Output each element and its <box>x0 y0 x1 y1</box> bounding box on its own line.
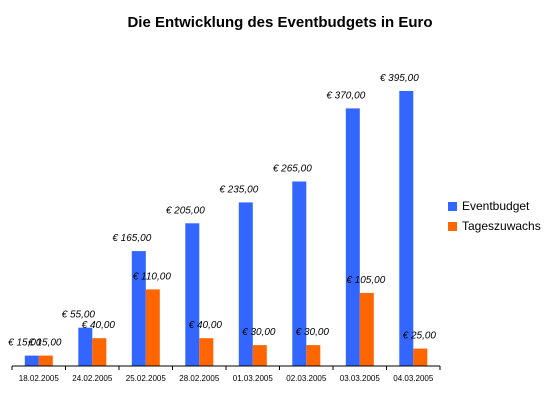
data-label-eventbudget-04-03-2005: € 395,00 <box>380 73 419 84</box>
x-ticks-layer: 18.02.2005 24.02.2005 25.02.2005 28.02.2005… <box>11 366 441 383</box>
x-tick-label-01-03-2005: 01.03.2005 <box>233 374 274 383</box>
legend-swatch-tageszuwachs <box>448 221 457 231</box>
data-label-eventbudget-18-02-2005: € 15,00 <box>8 338 42 349</box>
data-label-eventbudget-02-03-2005: € 265,00 <box>273 164 312 175</box>
bar-tageszuwachs-02-03-2005 <box>306 345 321 366</box>
bar-tageszuwachs-28-02-2005 <box>199 338 214 366</box>
bar-tageszuwachs-01-03-2005 <box>252 345 267 366</box>
x-tick-label-28-02-2005: 28.02.2005 <box>179 374 220 383</box>
data-label-tageszuwachs-25-02-2005: € 110,00 <box>133 271 172 282</box>
x-tick-label-03-03-2005: 03.03.2005 <box>340 374 381 383</box>
bar-eventbudget-02-03-2005 <box>292 181 307 366</box>
data-label-tageszuwachs-04-03-2005: € 25,00 <box>403 331 437 342</box>
legend-item-tageszuwachs: Tageszuwachs <box>448 216 541 236</box>
data-label-tageszuwachs-28-02-2005: € 40,00 <box>189 320 223 331</box>
x-tick-label-25-02-2005: 25.02.2005 <box>126 374 167 383</box>
legend: Eventbudget Tageszuwachs <box>448 196 541 236</box>
bar-eventbudget-25-02-2005 <box>131 251 146 366</box>
data-label-eventbudget-01-03-2005: € 235,00 <box>219 184 258 195</box>
data-label-eventbudget-28-02-2005: € 205,00 <box>166 205 205 216</box>
x-tick-label-02-03-2005: 02.03.2005 <box>286 374 327 383</box>
bar-eventbudget-01-03-2005 <box>238 202 253 366</box>
legend-swatch-eventbudget <box>448 201 457 211</box>
bar-eventbudget-28-02-2005 <box>185 223 200 366</box>
bar-tageszuwachs-25-02-2005 <box>145 289 160 366</box>
x-tick-label-04-03-2005: 04.03.2005 <box>393 374 434 383</box>
bar-tageszuwachs-24-02-2005 <box>92 338 107 366</box>
bar-tageszuwachs-04-03-2005 <box>413 348 428 366</box>
bar-tageszuwachs-03-03-2005 <box>359 292 374 366</box>
data-label-eventbudget-03-03-2005: € 370,00 <box>326 90 365 101</box>
data-labels-layer: € 15,00€ 15,00€ 55,00€ 40,00€ 165,00€ 11… <box>8 73 436 349</box>
data-label-tageszuwachs-24-02-2005: € 40,00 <box>82 320 116 331</box>
bars-layer <box>24 91 428 367</box>
legend-label-tageszuwachs: Tageszuwachs <box>462 219 541 233</box>
x-tick-label-24-02-2005: 24.02.2005 <box>72 374 113 383</box>
data-label-tageszuwachs-18-02-2005: € 15,00 <box>28 338 62 349</box>
legend-label-eventbudget: Eventbudget <box>462 199 530 213</box>
bar-eventbudget-04-03-2005 <box>399 91 414 366</box>
bar-eventbudget-18-02-2005 <box>24 355 39 366</box>
bar-eventbudget-24-02-2005 <box>78 327 93 366</box>
data-label-tageszuwachs-02-03-2005: € 30,00 <box>296 327 330 338</box>
chart-title: Die Entwicklung des Eventbudgets in Euro <box>127 14 433 31</box>
legend-item-eventbudget: Eventbudget <box>448 196 541 216</box>
data-label-tageszuwachs-03-03-2005: € 105,00 <box>346 275 385 286</box>
bar-tageszuwachs-18-02-2005 <box>38 355 53 366</box>
data-label-eventbudget-25-02-2005: € 165,00 <box>112 233 151 244</box>
bar-eventbudget-03-03-2005 <box>345 108 360 367</box>
data-label-eventbudget-24-02-2005: € 55,00 <box>62 310 96 321</box>
data-label-tageszuwachs-01-03-2005: € 30,00 <box>242 327 276 338</box>
x-tick-label-18-02-2005: 18.02.2005 <box>19 374 60 383</box>
